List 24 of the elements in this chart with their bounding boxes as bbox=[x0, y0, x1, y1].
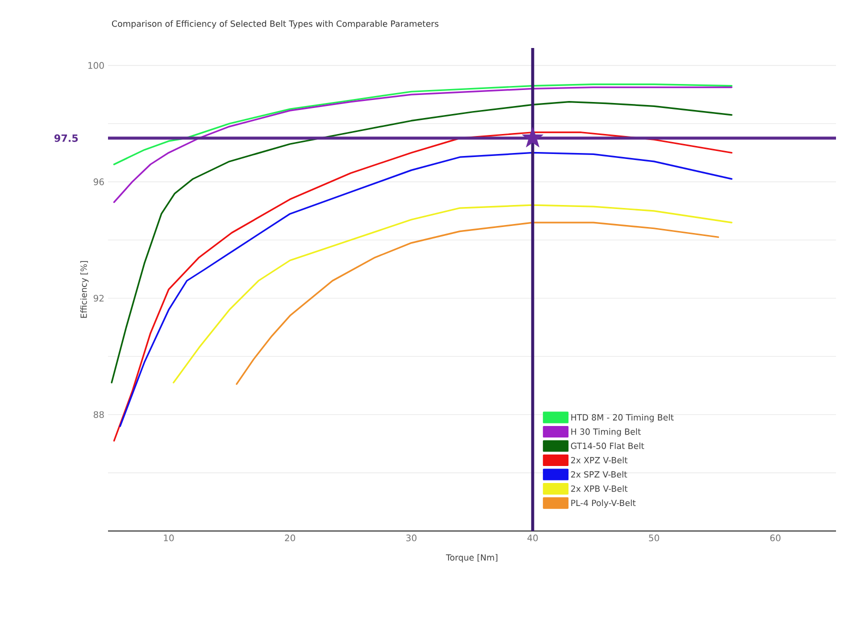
x-tick-label: 50 bbox=[648, 534, 660, 542]
legend-label: 2x SPZ V-Belt bbox=[571, 471, 628, 478]
ref-line-label: 97.5 bbox=[54, 134, 78, 142]
legend-label: 2x XPB V-Belt bbox=[571, 485, 628, 492]
x-tick-label: 60 bbox=[770, 534, 780, 542]
y-axis-title: Efficiency [%] bbox=[80, 261, 89, 318]
line-series bbox=[110, 101, 732, 384]
legend-label: GT14-50 Flat Belt bbox=[570, 442, 644, 450]
legend-label: 2x XPZ V-Belt bbox=[571, 456, 628, 464]
y-tick-label: 88 bbox=[94, 411, 104, 418]
chart-title: Comparison of Efficiency of Selected Belt Types with Comparable Parameters bbox=[112, 20, 438, 28]
line-series bbox=[236, 222, 720, 385]
y-tick-label: 100 bbox=[88, 62, 104, 69]
x-tick-label: 20 bbox=[284, 534, 296, 542]
legend-label: PL-4 Poly-V-Belt bbox=[571, 500, 636, 508]
legend-label: HTD 8M - 20 Timing Belt bbox=[571, 414, 674, 422]
x-axis-title: Torque [Nm] bbox=[446, 554, 498, 562]
line-series bbox=[172, 204, 732, 384]
y-tick-label: 96 bbox=[94, 178, 104, 186]
x-tick-label: 30 bbox=[406, 534, 416, 542]
y-tick-label: 92 bbox=[94, 294, 104, 302]
x-tick-label: 10 bbox=[164, 534, 174, 542]
legend-label: H 30 Timing Belt bbox=[571, 428, 641, 436]
x-tick-label: 40 bbox=[527, 534, 538, 542]
